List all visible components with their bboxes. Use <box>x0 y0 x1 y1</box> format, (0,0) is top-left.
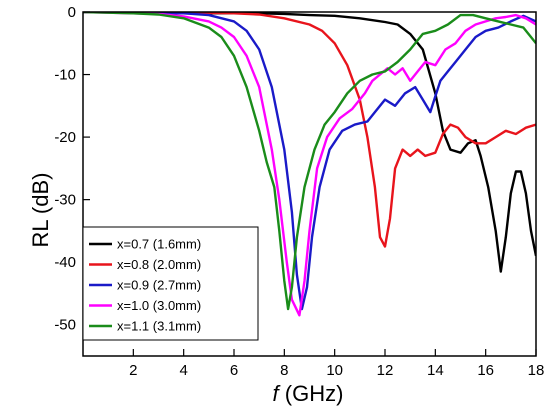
x-axis-unit: (GHz) <box>285 381 344 406</box>
legend-box <box>82 226 259 341</box>
y-axis-label: RL (dB) <box>28 173 53 248</box>
legend-label-1: x=0.7 (1.6mm) <box>117 237 201 252</box>
y-tick-label: -50 <box>54 317 76 334</box>
x-tick-label: 10 <box>326 362 343 379</box>
legend-label-4: x=1.0 (3.0mm) <box>117 298 201 313</box>
legend: x=0.7 (1.6mm) x=0.8 (2.0mm) x=0.9 (2.7mm) x… <box>82 226 259 341</box>
legend-label-2: x=0.8 (2.0mm) <box>117 257 201 272</box>
x-tick-label: 16 <box>477 362 494 379</box>
series-line-5 <box>83 12 536 311</box>
x-tick-label: 14 <box>427 362 444 379</box>
x-tick-label: 2 <box>129 362 137 379</box>
y-tick-label: 0 <box>68 4 76 21</box>
x-axis-symbol: f <box>273 381 282 406</box>
axis-tick-labels: 2 4 6 8 10 12 14 16 18 0 -10 -20 -30 -40 -50 <box>54 4 544 379</box>
y-tick-label: -40 <box>54 254 76 271</box>
x-tick-label: 4 <box>179 362 187 379</box>
x-tick-label: 8 <box>280 362 288 379</box>
y-tick-label: -10 <box>54 67 76 84</box>
series-line-4 <box>83 12 536 317</box>
x-axis-label: f (GHz) <box>273 381 344 406</box>
plot-lines <box>83 12 536 317</box>
legend-label-3: x=0.9 (2.7mm) <box>117 278 201 293</box>
x-tick-label: 6 <box>230 362 238 379</box>
axis-ticks <box>83 11 537 356</box>
x-tick-label: 12 <box>377 362 394 379</box>
series-line-2 <box>83 12 536 248</box>
series-line-3 <box>83 12 536 311</box>
legend-label-5: x=1.1 (3.1mm) <box>117 319 201 334</box>
plot-frame <box>82 11 537 357</box>
series-line-1 <box>83 12 536 273</box>
x-tick-label: 18 <box>528 362 545 379</box>
y-tick-label: -30 <box>54 192 76 209</box>
y-tick-label: -20 <box>54 129 76 146</box>
